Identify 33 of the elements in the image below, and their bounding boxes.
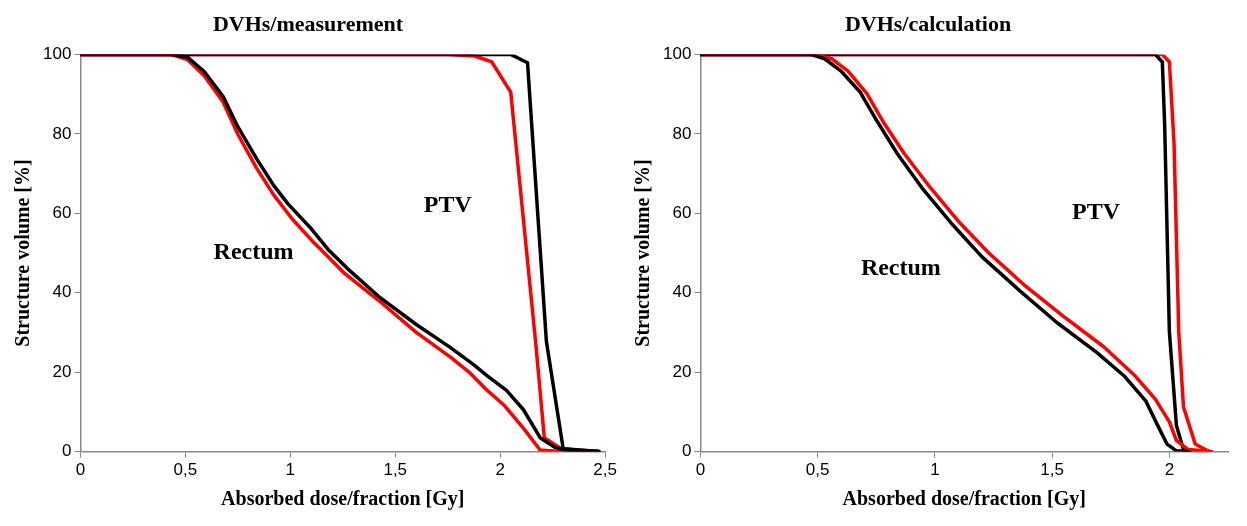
chart-title: DVHs/measurement: [212, 10, 404, 36]
y-tick-label: 20: [672, 361, 692, 381]
x-tick-label: 2: [1164, 460, 1175, 480]
y-tick-label: 0: [61, 441, 72, 461]
x-tick-label: 1,5: [383, 460, 408, 480]
x-tick-label: 1: [930, 460, 940, 480]
x-tick-label: 0,5: [173, 460, 198, 480]
x-tick-label: 0,5: [805, 460, 830, 480]
chart-title: DVHs/calculation: [844, 10, 1012, 36]
x-tick-label: 0: [75, 460, 86, 480]
annotation: Rectum: [213, 238, 294, 265]
annotation: PTV: [1072, 198, 1121, 225]
y-tick-label: 40: [52, 282, 72, 302]
x-tick-label: 0: [695, 460, 706, 480]
x-tick-label: 1,5: [1040, 460, 1064, 480]
x-tick-label: 2: [495, 460, 505, 480]
y-tick-label: 100: [662, 44, 692, 64]
x-axis-title: Absorbed dose/fraction [Gy]: [221, 487, 465, 511]
y-tick-label: 0: [681, 441, 692, 461]
y-axis-title: Structure volume [%]: [11, 159, 34, 347]
annotation: Rectum: [860, 254, 941, 281]
y-tick-label: 60: [672, 202, 692, 222]
annotation: PTV: [423, 190, 473, 217]
y-tick-label: 80: [672, 123, 692, 143]
x-tick-label: 2,5: [593, 460, 617, 480]
y-tick-label: 40: [672, 282, 692, 302]
y-tick-label: 100: [42, 44, 72, 64]
y-tick-label: 60: [52, 202, 72, 222]
y-axis-title: Structure volume [%]: [631, 159, 654, 347]
x-axis-title: Absorbed dose/fraction [Gy]: [842, 487, 1086, 511]
y-tick-label: 20: [52, 361, 72, 381]
x-tick-label: 1: [285, 460, 296, 480]
y-tick-label: 80: [52, 123, 72, 143]
